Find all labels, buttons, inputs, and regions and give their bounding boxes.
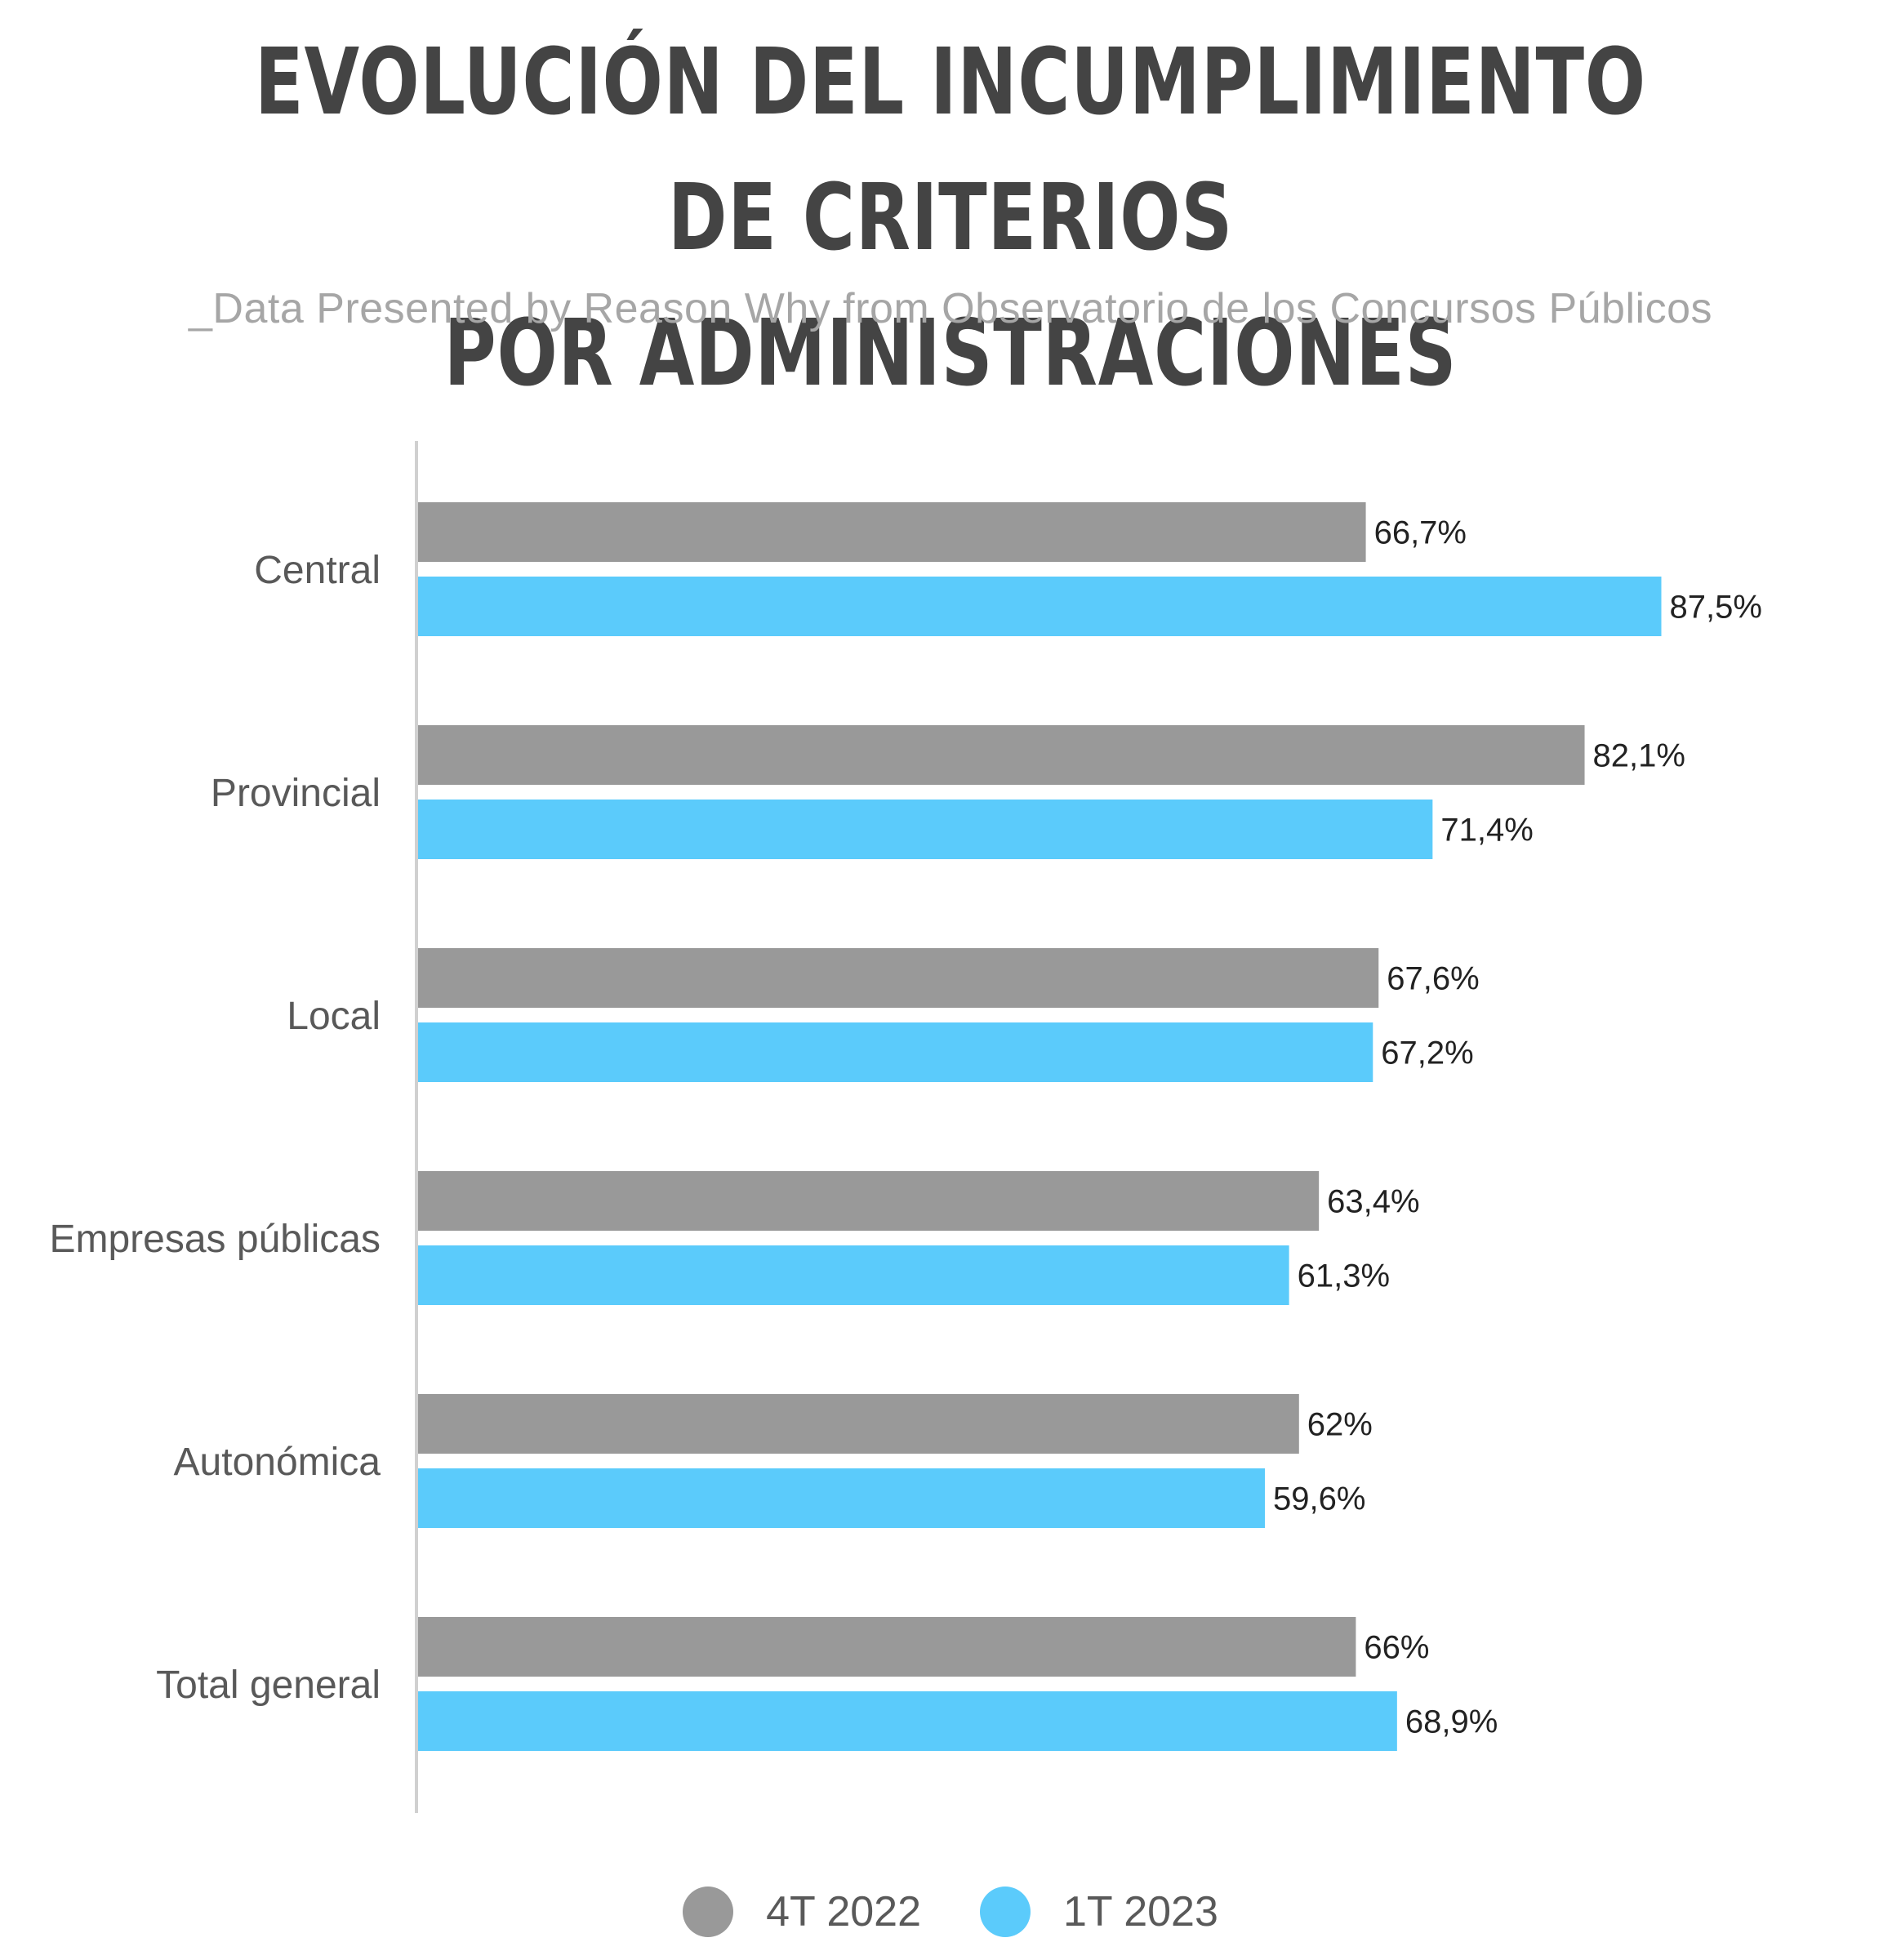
bar-4t-2022 [418,1617,1356,1677]
category-label: Autonómica [174,1441,381,1484]
bar-1t-2023 [418,1245,1289,1305]
data-label: 82,1% [1593,738,1685,774]
chart-subtitle: _Data Presented by Reason Why from Obser… [188,285,1713,332]
category-label: Local [287,995,381,1038]
data-label: 67,6% [1387,961,1479,997]
bar-1t-2023 [418,800,1433,859]
legend-label-4t-2022: 4T 2022 [766,1888,921,1936]
data-label: 63,4% [1327,1184,1419,1220]
bar-1t-2023 [418,1022,1373,1082]
legend-label-1t-2023: 1T 2023 [1063,1888,1218,1936]
chart-title-line-2: POR ADMINISTRACIONES [443,301,1458,407]
data-label: 61,3% [1298,1258,1390,1294]
bar-4t-2022 [418,725,1585,785]
category-label: Empresas públicas [49,1218,381,1261]
bar-4t-2022 [418,948,1379,1008]
chart-title: EVOLUCIÓN DEL INCUMPLIMIENTO DE CRITERIO… [209,15,1692,421]
legend-item-1t-2023: 1T 2023 [980,1886,1218,1937]
data-label: 59,6% [1273,1481,1365,1517]
legend-swatch-1t-2023 [980,1886,1031,1937]
category-label: Provincial [211,772,381,815]
bar-1t-2023 [418,1691,1397,1751]
data-label: 68,9% [1405,1704,1498,1740]
bar-1t-2023 [418,1468,1266,1528]
data-label: 62% [1307,1407,1373,1443]
data-label: 71,4% [1440,813,1533,849]
category-label: Total general [156,1664,381,1707]
data-label: 66,7% [1374,515,1467,551]
legend-item-4t-2022: 4T 2022 [683,1886,921,1937]
chart-legend: 4T 2022 1T 2023 [0,1886,1901,1937]
data-label: 67,2% [1381,1036,1473,1071]
chart-title-line-1: EVOLUCIÓN DEL INCUMPLIMIENTO DE CRITERIO… [255,29,1646,271]
data-label: 66% [1364,1630,1429,1666]
bar-1t-2023 [418,577,1662,636]
legend-swatch-4t-2022 [683,1886,734,1937]
data-label: 87,5% [1670,590,1762,626]
bar-4t-2022 [418,1171,1320,1231]
category-label: Central [254,549,381,592]
bar-4t-2022 [418,1394,1299,1454]
bar-4t-2022 [418,502,1366,562]
